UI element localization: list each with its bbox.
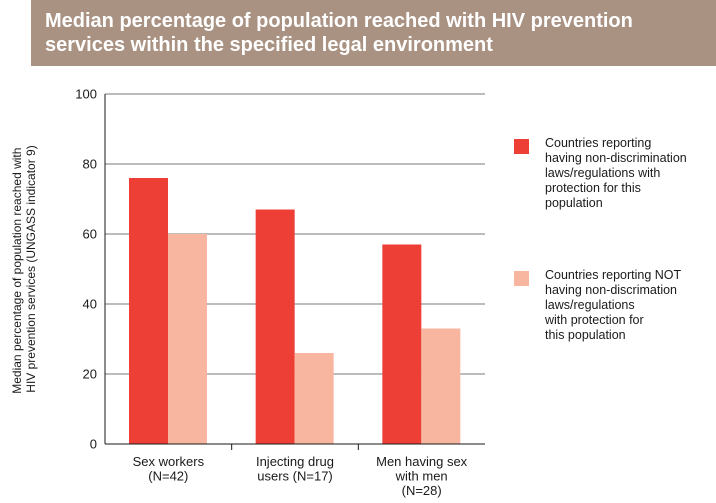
x-tick-label-2: Injecting drug users (N=17) xyxy=(256,454,334,484)
bar-series1-cat3 xyxy=(382,244,422,444)
bars xyxy=(129,178,461,444)
legend-label-without-protection: Countries reporting NOT having non-discr… xyxy=(545,268,682,342)
y-tick-label: 60 xyxy=(83,227,97,242)
x-tick-label-line: Men having sex xyxy=(376,454,468,469)
y-tick-labels: 0 20 40 60 80 100 xyxy=(75,87,97,452)
legend-swatch-with-protection xyxy=(514,139,529,154)
x-tick-label-1: Sex workers (N=42) xyxy=(133,454,205,484)
x-tick-label-line: users (N=17) xyxy=(257,469,333,484)
axes xyxy=(104,94,485,445)
x-tick-label-line: (N=28) xyxy=(402,483,442,498)
y-tick-label: 100 xyxy=(75,87,97,102)
x-tick-labels: Sex workers (N=42) Injecting drug users (N=… xyxy=(133,444,468,498)
chart-title-line-2: services within the specified legal envi… xyxy=(45,34,493,56)
bar-series1-cat2 xyxy=(255,209,295,444)
y-axis-label: Median percentage of population reached … xyxy=(10,144,38,394)
y-axis-label-line-1: Median percentage of population reached … xyxy=(10,148,24,394)
legend-swatch-without-protection xyxy=(514,271,529,286)
bar-series2-cat3 xyxy=(421,328,461,444)
bar-series2-cat1 xyxy=(168,234,207,444)
chart-title: Median percentage of population reached … xyxy=(31,0,716,66)
y-axis-label-line-2: HIV prevention services (UNGASS indicato… xyxy=(24,145,38,392)
bar-series1-cat1 xyxy=(129,178,168,444)
x-tick-label-line: Injecting drug xyxy=(256,454,334,469)
y-tick-label: 40 xyxy=(83,297,97,312)
y-tick-label: 20 xyxy=(83,367,97,382)
bar-series2-cat2 xyxy=(294,353,334,444)
x-tick-label-line: Sex workers xyxy=(133,454,205,469)
x-tick-label-3: Men having sex with men (N=28) xyxy=(376,454,468,498)
y-tick-label: 80 xyxy=(83,157,97,172)
chart-title-line-1: Median percentage of population reached … xyxy=(45,10,633,32)
legend-label-with-protection: Countries reporting having non-discrimin… xyxy=(545,136,687,210)
x-tick-label-line: with men xyxy=(395,469,448,484)
x-tick-label-line: (N=42) xyxy=(148,469,188,484)
y-tick-label: 0 xyxy=(90,437,97,452)
